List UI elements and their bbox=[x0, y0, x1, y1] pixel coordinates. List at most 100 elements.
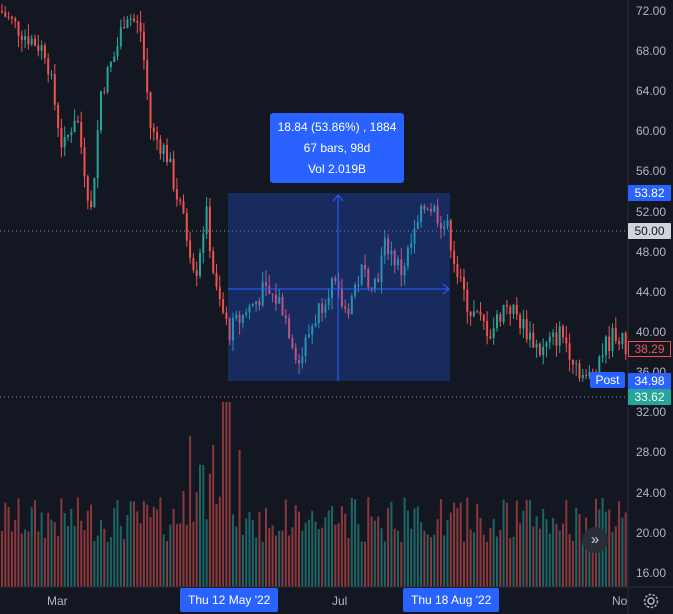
volume-bar bbox=[281, 530, 284, 587]
candle-body bbox=[24, 36, 27, 41]
volume-bar bbox=[453, 502, 456, 587]
candle-body bbox=[126, 19, 129, 28]
gear-icon bbox=[643, 593, 659, 609]
volume-bar bbox=[565, 500, 568, 587]
candle-body bbox=[555, 332, 558, 346]
candle-body bbox=[314, 323, 317, 327]
volume-bar bbox=[27, 531, 30, 587]
candle-body bbox=[618, 341, 621, 345]
volume-bar bbox=[621, 517, 624, 587]
candle-body bbox=[380, 255, 383, 283]
volume-bar bbox=[301, 530, 304, 587]
candle-body bbox=[350, 296, 353, 315]
volume-bar bbox=[208, 473, 211, 587]
candle-body bbox=[578, 363, 581, 379]
candle-body bbox=[169, 158, 172, 163]
candle-body bbox=[241, 314, 244, 323]
volume-bar bbox=[265, 508, 267, 587]
candle-body bbox=[129, 18, 132, 20]
volume-bar bbox=[542, 508, 545, 587]
volume-bar bbox=[423, 530, 426, 587]
price-tick-label: 64.00 bbox=[636, 84, 667, 98]
candle-body bbox=[357, 284, 360, 286]
candle-body bbox=[288, 318, 291, 339]
candle-body bbox=[80, 122, 83, 148]
candle-body bbox=[337, 281, 340, 289]
candle-body bbox=[225, 312, 228, 319]
candle-body bbox=[222, 299, 225, 313]
volume-bar bbox=[199, 464, 201, 587]
candle-body bbox=[390, 250, 393, 255]
volume-bar bbox=[479, 517, 482, 587]
volume-bar bbox=[499, 529, 502, 587]
volume-bar bbox=[258, 511, 261, 587]
scroll-to-realtime-button[interactable]: » bbox=[582, 527, 608, 553]
volume-bar bbox=[30, 507, 33, 587]
volume-bar bbox=[113, 507, 116, 587]
volume-bar bbox=[472, 532, 475, 587]
volume-bar bbox=[146, 504, 149, 587]
volume-bar bbox=[364, 541, 366, 587]
candle-body bbox=[119, 27, 122, 47]
candle-body bbox=[400, 259, 403, 276]
candle-body bbox=[133, 18, 135, 22]
price-tick-label: 40.00 bbox=[636, 325, 667, 339]
candle-body bbox=[413, 228, 416, 244]
volume-bar bbox=[169, 524, 172, 587]
volume-bar bbox=[624, 512, 627, 587]
candle-body bbox=[50, 74, 53, 76]
candle-body bbox=[449, 220, 452, 251]
candle-body bbox=[568, 343, 571, 360]
measure-range-box[interactable] bbox=[228, 193, 450, 381]
candle-body bbox=[538, 343, 541, 356]
candle-body bbox=[430, 209, 432, 212]
candle-body bbox=[383, 238, 386, 256]
candle-body bbox=[443, 226, 446, 229]
volume-bar bbox=[34, 500, 36, 587]
settings-button[interactable] bbox=[641, 591, 661, 611]
candle-body bbox=[67, 134, 69, 137]
volume-bars bbox=[1, 402, 627, 587]
candle-body bbox=[439, 223, 442, 229]
last-price-badge: 38.29 bbox=[628, 341, 671, 357]
volume-bar bbox=[4, 502, 7, 587]
candle-body bbox=[4, 12, 7, 17]
volume-bar bbox=[50, 519, 53, 587]
volume-bar bbox=[235, 526, 238, 587]
candle-body bbox=[436, 205, 439, 224]
candle-body bbox=[100, 91, 102, 131]
volume-bar bbox=[555, 523, 558, 587]
volume-bar bbox=[400, 541, 403, 587]
candle-body bbox=[486, 321, 489, 337]
volume-bar bbox=[195, 492, 198, 587]
candle-body bbox=[76, 120, 79, 123]
candle-body bbox=[255, 301, 258, 305]
volume-bar bbox=[581, 539, 584, 587]
volume-bar bbox=[370, 516, 373, 587]
volume-bar bbox=[57, 536, 60, 587]
volume-bar bbox=[311, 510, 314, 587]
candle-body bbox=[208, 206, 211, 252]
volume-bar bbox=[20, 533, 23, 587]
volume-bar bbox=[268, 528, 271, 587]
candle-body bbox=[334, 278, 337, 282]
candle-body bbox=[601, 355, 604, 357]
candle-body bbox=[542, 346, 545, 356]
volume-bar bbox=[505, 502, 508, 587]
measure-change-text: 18.84 (53.86%) , 1884 bbox=[277, 120, 397, 134]
candle-body bbox=[202, 233, 205, 253]
volume-bar bbox=[100, 520, 102, 587]
volume-bar bbox=[251, 520, 254, 587]
volume-bar bbox=[80, 520, 83, 587]
volume-bar bbox=[261, 541, 264, 587]
candle-body bbox=[515, 304, 518, 315]
candle-body bbox=[621, 332, 624, 345]
volume-bar bbox=[578, 514, 581, 587]
volume-bar bbox=[416, 506, 419, 587]
candle-body bbox=[367, 269, 370, 288]
measure-right-arrowhead bbox=[442, 283, 450, 295]
candle-body bbox=[47, 58, 50, 75]
volume-bar bbox=[60, 498, 63, 587]
